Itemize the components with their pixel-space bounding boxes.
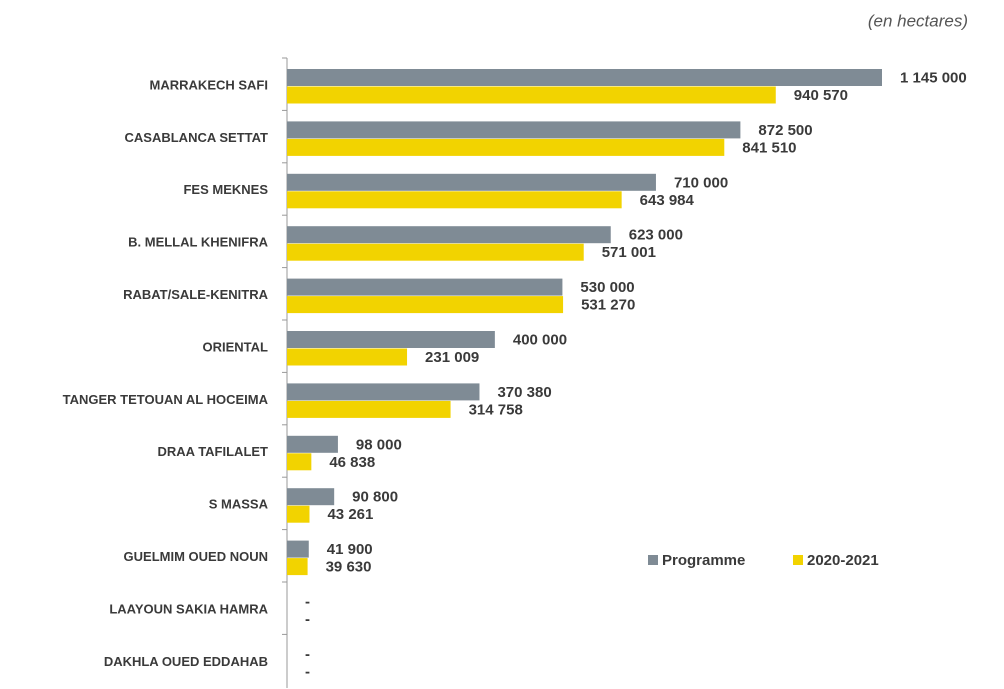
category-label: DAKHLA OUED EDDAHAB: [104, 654, 268, 669]
bar: [287, 173, 656, 191]
legend-label: 2020-2021: [807, 552, 879, 569]
value-label: 710 000: [674, 174, 728, 191]
bar: [287, 121, 741, 139]
value-label: 643 984: [640, 192, 695, 209]
value-label: 571 001: [602, 244, 656, 261]
category-label: MARRAKECH SAFI: [150, 77, 268, 92]
category-label: GUELMIM OUED NOUN: [124, 549, 268, 564]
bar: [287, 191, 622, 209]
value-label: -: [305, 593, 310, 610]
value-label: 370 380: [497, 384, 551, 401]
bar: [287, 348, 408, 366]
bar: [287, 453, 312, 471]
category-label: FES MEKNES: [183, 182, 268, 197]
category-label: RABAT/SALE-KENITRA: [123, 287, 269, 302]
bar: [287, 540, 309, 558]
category-label: ORIENTAL: [203, 339, 269, 354]
value-label: 872 500: [758, 122, 812, 139]
value-label: 39 630: [326, 559, 372, 576]
bar: [287, 505, 310, 523]
bar: [287, 138, 725, 156]
legend-label: Programme: [662, 552, 745, 569]
bar: [287, 86, 776, 104]
category-label: TANGER TETOUAN AL HOCEIMA: [63, 392, 269, 407]
category-label: B. MELLAL KHENIFRA: [128, 235, 268, 250]
bar: [287, 296, 564, 314]
bar: [287, 488, 335, 506]
bar: [287, 278, 563, 296]
subtitle: (en hectares): [868, 11, 968, 30]
value-label: 531 270: [581, 297, 635, 314]
legend-swatch: [648, 555, 658, 565]
bar: [287, 243, 584, 261]
value-label: 231 009: [425, 349, 479, 366]
value-label: 623 000: [629, 227, 683, 244]
value-label: 841 510: [742, 139, 796, 156]
value-label: 98 000: [356, 436, 402, 453]
value-label: 46 838: [329, 454, 375, 471]
bar: [287, 558, 308, 576]
bar: [287, 383, 480, 401]
value-label: 530 000: [580, 279, 634, 296]
value-label: 43 261: [327, 506, 373, 523]
bar: [287, 226, 611, 244]
legend-swatch: [793, 555, 803, 565]
bar: [287, 331, 495, 348]
value-label: 41 900: [327, 541, 373, 558]
value-label: 940 570: [794, 87, 848, 104]
value-label: 400 000: [513, 331, 567, 348]
bar: [287, 69, 882, 86]
category-label: S MASSA: [209, 497, 269, 512]
category-label: DRAA TAFILALET: [158, 444, 269, 459]
value-label: -: [305, 663, 310, 680]
value-label: -: [305, 646, 310, 663]
bar: [287, 400, 451, 418]
category-label: CASABLANCA SETTAT: [125, 130, 269, 145]
value-label: 90 800: [352, 489, 398, 506]
value-label: 1 145 000: [900, 69, 967, 86]
bar: [287, 435, 338, 453]
value-label: 314 758: [469, 401, 523, 418]
value-label: -: [305, 611, 310, 628]
category-label: LAAYOUN SAKIA HAMRA: [109, 601, 268, 616]
